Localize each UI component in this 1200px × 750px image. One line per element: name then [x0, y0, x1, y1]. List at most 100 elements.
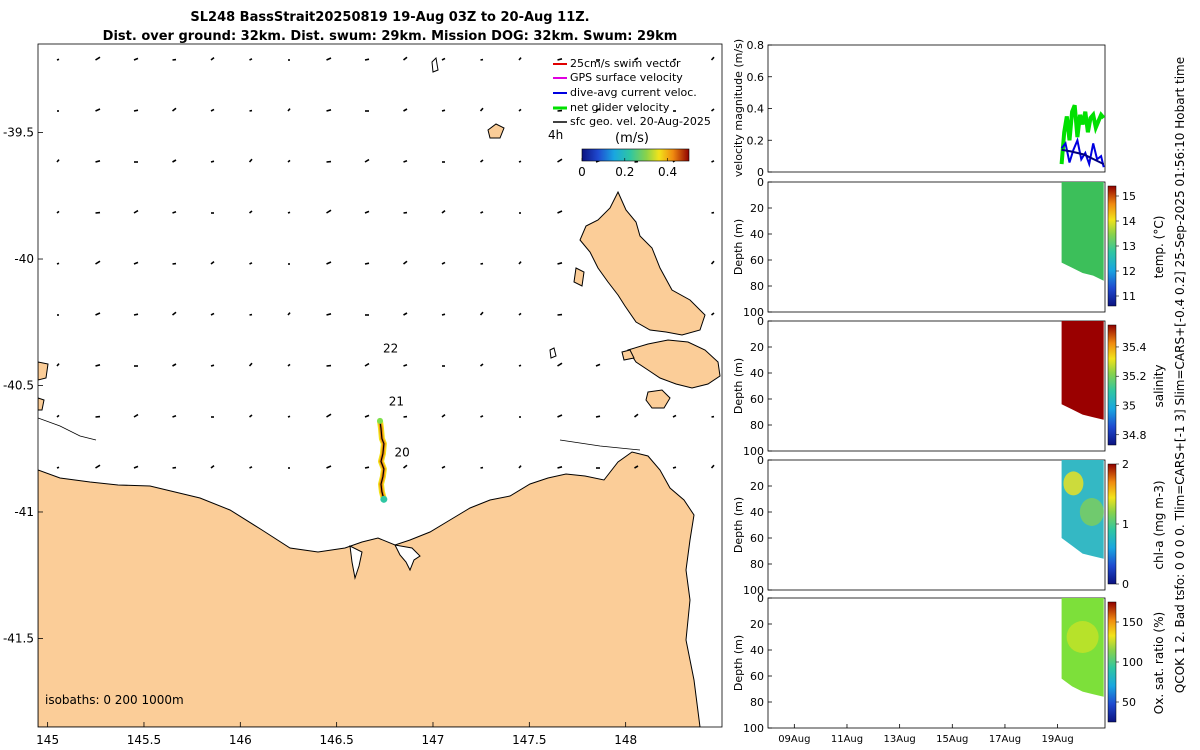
- time-tick-label: 15Aug: [936, 734, 968, 745]
- geo-velocity-arrow: [710, 464, 715, 469]
- time-tick-label: 19Aug: [1041, 734, 1073, 745]
- geo-velocity-arrow: [249, 414, 253, 418]
- colorbar-tick-label: 150: [1122, 616, 1143, 629]
- map-colorbar-tick-label: 0.2: [615, 165, 634, 179]
- depth-tick-label: 0: [757, 315, 764, 328]
- geo-velocity-arrow: [441, 209, 446, 214]
- geo-velocity-arrow: [172, 159, 177, 163]
- geo-velocity-arrow: [172, 311, 177, 316]
- depth-tick-label: 20: [750, 618, 764, 631]
- geo-velocity-arrow: [172, 107, 177, 112]
- geo-velocity-arrow: [518, 364, 522, 367]
- geo-velocity-arrow: [56, 363, 60, 367]
- geo-velocity-arrow: [133, 313, 139, 316]
- legend-net-velocity: net glider velocity: [570, 101, 670, 114]
- map-colorbar-ticks: 0 0.2 0.4: [578, 158, 677, 179]
- geo-velocity-arrow: [56, 466, 60, 469]
- velocity-y-ticks: 0 0.2 0.4 0.6 0.8: [747, 39, 772, 179]
- geo-velocity-arrow: [672, 58, 677, 61]
- depth-tick-label: 80: [750, 696, 764, 709]
- geo-velocity-arrow: [249, 210, 253, 214]
- geo-velocity-arrow: [518, 261, 522, 265]
- geo-velocity-arrow: [557, 362, 563, 367]
- geo-velocity-arrow: [172, 415, 177, 418]
- title-line-2: Dist. over ground: 32km. Dist. swum: 29k…: [102, 29, 678, 44]
- geo-velocity-arrow: [480, 415, 484, 418]
- depth-tick-label: 100: [743, 445, 764, 458]
- salinity-section-colorbar-label: salinity: [1152, 364, 1166, 407]
- geo-velocity-arrow: [634, 109, 639, 112]
- chla-mid-patch: [1079, 498, 1104, 526]
- geo-velocity-arrow: [364, 210, 370, 214]
- land-small-island-1: [487, 123, 505, 139]
- geo-velocity-arrow: [326, 313, 332, 316]
- geo-velocity-arrow: [672, 414, 677, 418]
- track-time-label: 20: [395, 445, 410, 459]
- depth-tick-label: 0: [757, 454, 764, 467]
- colorbar-tick-label: 0: [1122, 578, 1129, 591]
- geo-velocity-arrow: [441, 261, 446, 265]
- geo-velocity-arrow: [133, 413, 139, 418]
- geo-velocity-arrow: [518, 108, 522, 112]
- land-west-edge-2: [38, 397, 45, 411]
- track-time-label: 21: [389, 395, 404, 409]
- depth-tick-label: 100: [743, 306, 764, 319]
- map-y-tick-label: -40.5: [3, 379, 34, 393]
- depth-tick-label: 20: [750, 480, 764, 493]
- time-axis-ticks: 09Aug 11Aug 13Aug 15Aug 17Aug 19Aug: [778, 724, 1074, 745]
- oxygen-saturation-section-panel: 0 20 40 60 80 100 Depth (m) 50 100 150 Ox. sat. ra…: [732, 592, 1166, 735]
- geo-velocity-arrow: [249, 466, 253, 469]
- geo-velocity-arrow: [403, 464, 408, 469]
- time-series-panels: 0 0.2 0.4 0.6 0.8 velocity magnitude (m/s) 0…: [732, 39, 1166, 745]
- geo-velocity-arrow: [326, 109, 332, 112]
- colorbar-tick-label: 15: [1122, 190, 1136, 203]
- geo-velocity-arrow: [210, 108, 215, 112]
- oxygen-saturation-section-colorbar-label: Ox. sat. ratio (%): [1152, 612, 1166, 714]
- geo-velocity-arrow: [326, 413, 332, 418]
- land-inlet: [349, 545, 363, 580]
- temperature-section-axes: [767, 181, 1106, 313]
- velocity-axes: [767, 44, 1106, 173]
- track-start-point: [377, 417, 383, 424]
- colorbar-tick-label: 1: [1122, 518, 1129, 531]
- map-x-tick-label: 147.5: [512, 733, 546, 747]
- geo-velocity-arrow: [711, 312, 715, 316]
- geo-velocity-arrow: [403, 364, 408, 367]
- velocity-series-line: [1059, 104, 1106, 165]
- legend-4h-label: 4h: [548, 128, 563, 142]
- map-x-tick-label: 146.5: [319, 733, 353, 747]
- depth-tick-label: 20: [750, 341, 764, 354]
- geo-velocity-arrow: [557, 466, 563, 469]
- geo-velocity-arrow: [557, 262, 563, 265]
- geo-velocity-arrow: [249, 58, 253, 61]
- velocity-y-tick-label: 0.8: [747, 39, 765, 52]
- land-estuary: [394, 544, 421, 572]
- colorbar-tick-label: 35.4: [1122, 341, 1147, 354]
- oxygen-saturation-section-colorbar: [1107, 601, 1117, 723]
- geo-velocity-arrow: [595, 107, 601, 112]
- colorbar-tick-label: 11: [1122, 290, 1136, 303]
- time-tick-label: 09Aug: [778, 734, 810, 745]
- map-colorbar-tick-label: 0.4: [658, 165, 677, 179]
- geo-velocity-arrow: [403, 260, 408, 265]
- geo-velocity-arrow: [479, 107, 484, 112]
- map-legend: 25cm/s swim vector GPS surface velocity …: [548, 57, 711, 179]
- temperature-section-panel: 0 20 40 60 80 100 Depth (m) 11 12 13 14 15 temp. (°C…: [732, 176, 1166, 319]
- map-colorbar: [581, 148, 690, 162]
- map-colorbar-tick-label: 0: [578, 165, 586, 179]
- legend-swim-vector: 25cm/s swim vector: [570, 57, 681, 70]
- geo-velocity-arrow: [441, 109, 446, 112]
- legend-geo-velocity: sfc geo. vel. 20-Aug-2025: [570, 115, 711, 128]
- figure-title: SL248 BassStrait20250819 19-Aug 03Z to 2…: [0, 8, 780, 46]
- colorbar-tick-label: 13: [1122, 240, 1136, 253]
- oxsat-high-patch: [1066, 621, 1099, 653]
- salinity-section-data: [1061, 321, 1104, 420]
- geo-velocity-arrow: [210, 364, 215, 367]
- map-x-ticks: 145 145.5 146 146.5 147 147.5 148: [36, 722, 637, 747]
- geo-velocity-arrow: [287, 312, 291, 316]
- depth-tick-label: 80: [750, 558, 764, 571]
- colorbar-tick-label: 35: [1122, 399, 1136, 412]
- geo-velocity-arrow: [364, 58, 370, 61]
- velocity-series-line: [1061, 148, 1105, 165]
